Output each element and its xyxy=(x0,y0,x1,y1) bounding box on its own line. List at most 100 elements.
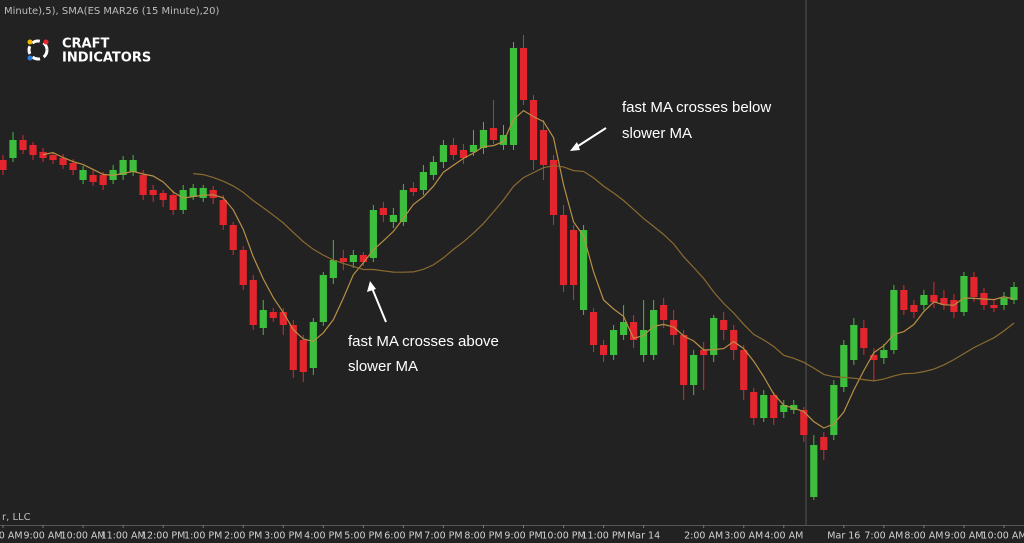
candle-body xyxy=(0,160,7,170)
candle-body xyxy=(650,310,658,355)
x-tick-label: 10:00 PM xyxy=(541,531,585,542)
candle-body xyxy=(830,385,838,435)
candle-body xyxy=(489,128,498,140)
candle-body xyxy=(700,350,708,355)
candle-body xyxy=(690,355,698,385)
x-tick-label: 9:00 PM xyxy=(504,531,542,542)
x-tick-label: Mar 16 xyxy=(827,531,860,542)
candle-body xyxy=(159,193,167,200)
arrow-head xyxy=(570,142,580,151)
annotation-text: fast MA crosses below xyxy=(622,99,771,116)
candle-body xyxy=(820,437,828,450)
candle-body xyxy=(429,162,438,175)
candle-body xyxy=(229,225,237,250)
candle-body xyxy=(920,295,928,305)
candle-body xyxy=(29,145,37,155)
candle-body xyxy=(499,135,508,145)
candle-body xyxy=(79,170,87,180)
candle-body xyxy=(289,325,297,370)
candle-body xyxy=(129,160,137,172)
candle-body xyxy=(49,155,57,160)
annotation-text: slower MA xyxy=(622,125,692,142)
candle-body xyxy=(1000,298,1008,305)
logo-icon xyxy=(27,39,49,61)
slow-ma-line xyxy=(193,165,1015,382)
candle-body xyxy=(259,310,267,328)
candle-body xyxy=(369,210,377,258)
candle-body xyxy=(449,145,458,155)
candle-body xyxy=(800,410,808,435)
candle-body xyxy=(589,312,598,345)
candle-body xyxy=(960,276,968,312)
x-tick-label: 8:00 AM xyxy=(904,531,943,542)
candle-body xyxy=(299,340,307,372)
candle-body xyxy=(730,330,738,350)
x-tick-label: 4:00 AM xyxy=(764,531,803,542)
logo: CRAFT INDICATORS xyxy=(27,37,151,66)
candle-body xyxy=(660,305,668,320)
candle-body xyxy=(279,312,287,325)
candle-body xyxy=(880,350,888,358)
candle-body xyxy=(9,140,17,158)
arrow xyxy=(371,287,387,323)
candle-body xyxy=(680,335,688,385)
candle-body xyxy=(199,188,207,198)
x-tick-label: 7:00 PM xyxy=(424,531,462,542)
candle-body xyxy=(239,250,247,285)
x-tick-label: 4:00 PM xyxy=(304,531,342,542)
candle-body xyxy=(810,445,818,497)
candle-body xyxy=(149,190,157,195)
candle-body xyxy=(940,298,948,305)
candle-body xyxy=(579,230,588,310)
candle-body xyxy=(139,175,147,195)
candle-body xyxy=(549,160,558,215)
candle-body xyxy=(319,275,327,322)
candle-body xyxy=(990,305,998,308)
logo-text: CRAFT xyxy=(62,37,109,52)
arrow-head xyxy=(367,281,376,292)
x-tick-label: 6:00 PM xyxy=(384,531,422,542)
candle-body xyxy=(269,312,277,318)
candle-body xyxy=(740,350,748,390)
candle-body xyxy=(389,215,397,222)
candle-body xyxy=(860,328,868,348)
candle-body xyxy=(399,190,407,222)
candle-body xyxy=(519,48,528,100)
candle-body xyxy=(169,195,177,210)
candle-body xyxy=(39,152,47,158)
credit: r, LLC xyxy=(2,512,31,523)
candle-body xyxy=(409,188,418,192)
x-tick-label: 2:00 AM xyxy=(684,531,723,542)
candle-body xyxy=(559,215,568,285)
candle-body xyxy=(339,258,347,262)
candle-body xyxy=(720,320,728,330)
candle-body xyxy=(780,405,788,412)
candle-body xyxy=(620,322,628,335)
candle-body xyxy=(439,145,448,162)
candle-body xyxy=(910,305,918,312)
x-tick-label: 1:00 PM xyxy=(184,531,222,542)
candle-body xyxy=(459,150,468,158)
indicator-title: Minute),5), SMA(ES MAR26 (15 Minute),20) xyxy=(4,6,220,17)
candle-body xyxy=(630,322,638,340)
arrow xyxy=(574,127,607,149)
x-tick-label: 8:00 AM xyxy=(0,531,23,542)
candle-body xyxy=(69,163,77,170)
logo-text: INDICATORS xyxy=(62,51,151,66)
candle-body xyxy=(850,325,858,360)
candle-body xyxy=(539,130,548,165)
candle-body xyxy=(309,322,317,368)
candle-body xyxy=(890,290,898,350)
candle-body xyxy=(770,395,778,418)
logo-dot xyxy=(43,39,49,45)
x-tick-label: 11:00 PM xyxy=(581,531,625,542)
candle-body xyxy=(179,190,187,210)
candle-body xyxy=(790,405,798,410)
candle-body xyxy=(469,145,478,152)
candle-body xyxy=(249,280,257,325)
candle-body xyxy=(640,330,648,355)
candle-body xyxy=(1010,287,1018,300)
candle-body xyxy=(970,277,978,297)
